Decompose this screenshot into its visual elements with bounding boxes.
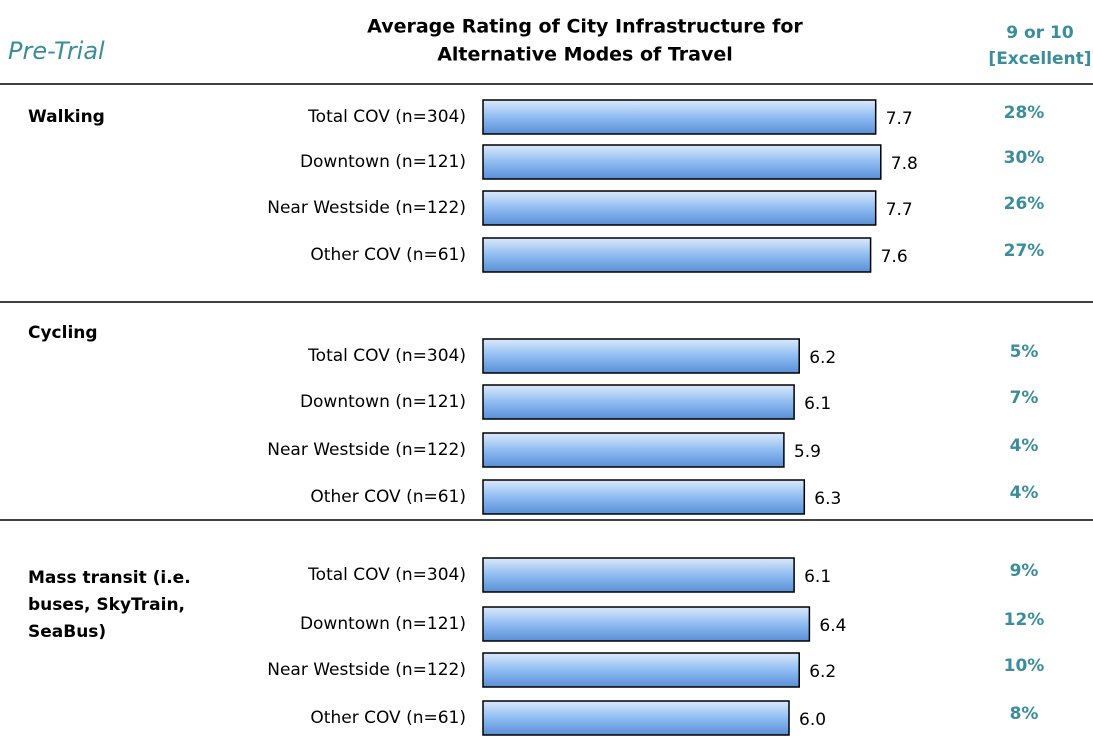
group-label: Cycling bbox=[28, 323, 98, 343]
subtitle: Pre-Trial bbox=[8, 37, 105, 65]
value-label: 7.6 bbox=[881, 247, 908, 267]
excellent-label: 30% bbox=[1004, 148, 1045, 168]
excellent-label: 10% bbox=[1004, 656, 1045, 676]
chart-title: Alternative Modes of Travel bbox=[437, 44, 733, 66]
category-label: Downtown (n=121) bbox=[300, 152, 466, 172]
category-label: Near Westside (n=122) bbox=[267, 198, 466, 218]
value-label: 6.2 bbox=[809, 662, 836, 682]
group-label: Mass transit (i.e. bbox=[28, 568, 191, 588]
bar bbox=[482, 652, 800, 688]
value-label: 7.7 bbox=[886, 200, 913, 220]
group-label: buses, SkyTrain, bbox=[28, 595, 185, 615]
category-label: Near Westside (n=122) bbox=[267, 440, 466, 460]
excellent-label: 26% bbox=[1004, 194, 1045, 214]
bar bbox=[482, 432, 785, 468]
value-label: 5.9 bbox=[794, 442, 821, 462]
excellent-label: 4% bbox=[1010, 436, 1039, 456]
group-label: Walking bbox=[28, 107, 105, 127]
excellent-label: 28% bbox=[1004, 103, 1045, 123]
bar bbox=[482, 190, 877, 226]
excellent-label: 7% bbox=[1010, 388, 1039, 408]
excellent-label: 5% bbox=[1010, 342, 1039, 362]
category-label: Downtown (n=121) bbox=[300, 392, 466, 412]
excellent-label: 4% bbox=[1010, 483, 1039, 503]
category-label: Near Westside (n=122) bbox=[267, 660, 466, 680]
value-label: 7.7 bbox=[886, 109, 913, 129]
value-label: 7.8 bbox=[891, 154, 918, 174]
bar bbox=[482, 606, 811, 642]
excellent-label: 12% bbox=[1004, 610, 1045, 630]
category-label: Other COV (n=61) bbox=[310, 245, 466, 265]
bar bbox=[482, 557, 795, 593]
excellent-label: 27% bbox=[1004, 241, 1045, 261]
value-label: 6.1 bbox=[804, 394, 831, 414]
column-header: 9 or 10 bbox=[1006, 23, 1074, 43]
value-label: 6.3 bbox=[814, 489, 841, 509]
bar bbox=[482, 700, 790, 736]
value-label: 6.1 bbox=[804, 567, 831, 587]
bar bbox=[482, 99, 877, 135]
value-label: 6.0 bbox=[799, 710, 826, 730]
bar bbox=[482, 479, 806, 515]
category-label: Other COV (n=61) bbox=[310, 708, 466, 728]
chart-title: Average Rating of City Infrastructure fo… bbox=[367, 16, 803, 38]
bar bbox=[482, 384, 795, 420]
category-label: Total COV (n=304) bbox=[307, 107, 466, 127]
category-label: Total COV (n=304) bbox=[307, 565, 466, 585]
value-label: 6.4 bbox=[819, 616, 846, 636]
column-header: [Excellent] bbox=[988, 49, 1091, 69]
category-label: Total COV (n=304) bbox=[307, 346, 466, 366]
category-label: Downtown (n=121) bbox=[300, 614, 466, 634]
excellent-label: 8% bbox=[1010, 704, 1039, 724]
bar bbox=[482, 144, 882, 180]
bar bbox=[482, 338, 800, 374]
excellent-label: 9% bbox=[1010, 561, 1039, 581]
group-label: SeaBus) bbox=[28, 622, 106, 642]
bar bbox=[482, 237, 872, 273]
category-label: Other COV (n=61) bbox=[310, 487, 466, 507]
value-label: 6.2 bbox=[809, 348, 836, 368]
